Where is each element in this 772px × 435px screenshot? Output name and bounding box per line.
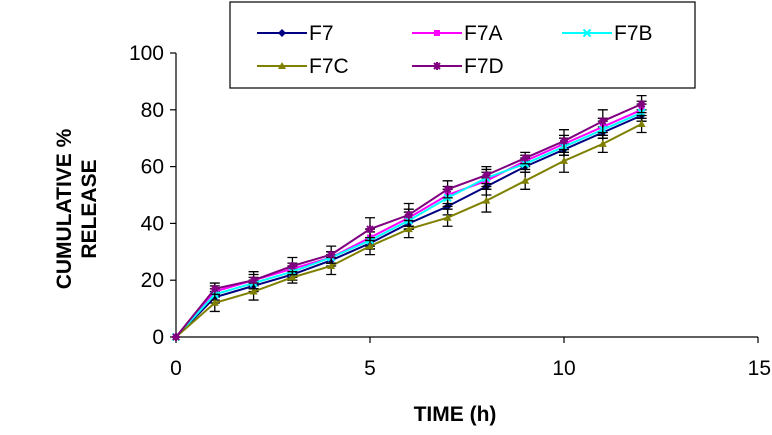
data-point [249, 287, 258, 295]
legend-box [229, 1, 696, 89]
data-point [404, 210, 413, 219]
x-tick-label: 0 [170, 357, 182, 380]
legend-marker [434, 30, 440, 36]
legend-label: F7 [309, 22, 334, 45]
legend-entry: F7 [257, 22, 334, 45]
data-point [560, 156, 568, 164]
x-axis-title: TIME (h) [414, 403, 497, 426]
data-point [172, 333, 180, 341]
data-point [521, 154, 530, 163]
legend-label: F7C [309, 55, 349, 78]
legend-marker [278, 29, 286, 37]
y-tick-label: 60 [141, 156, 164, 179]
x-tick-label: 5 [364, 357, 376, 380]
data-point [443, 213, 452, 221]
data-point [482, 171, 491, 180]
data-point [366, 225, 374, 234]
data-point [210, 298, 219, 306]
y-tick-label: 40 [141, 212, 164, 235]
legend: F7 F7A F7B F7C F7D [229, 1, 696, 89]
data-point [327, 250, 336, 259]
data-point [443, 185, 452, 194]
data-point [560, 137, 568, 146]
y-axis-title-line: RELEASE [78, 159, 101, 258]
data-point [288, 262, 297, 270]
axes: 0 20 40 60 80 100 0 5 10 15 [129, 42, 771, 380]
y-tick-label: 80 [141, 99, 164, 122]
series-f7c [172, 114, 647, 340]
y-axis-title-line: CUMULATIVE % [53, 128, 76, 289]
series-f7d [172, 94, 647, 341]
data-point [404, 225, 413, 233]
legend-marker [433, 62, 441, 70]
data-point [249, 276, 258, 285]
y-tick-label: 20 [141, 269, 164, 292]
data-point [637, 100, 646, 109]
data-point [366, 242, 374, 250]
legend-label: F7D [464, 55, 504, 78]
legend-label: F7A [464, 22, 503, 45]
legend-label: F7B [614, 22, 653, 45]
data-point [637, 120, 646, 127]
series-group [171, 94, 647, 342]
x-tick-label: 15 [748, 357, 771, 380]
data-point [521, 176, 530, 184]
data-point [482, 196, 491, 204]
data-point [210, 284, 219, 293]
data-point [598, 139, 607, 147]
y-tick-label: 100 [129, 42, 164, 65]
legend-entry: F7D [412, 55, 504, 78]
x-tick-label: 10 [552, 357, 575, 380]
data-point [327, 262, 336, 269]
legend-entry: F7B [562, 22, 653, 45]
legend-marker [278, 62, 286, 69]
legend-entry: F7A [412, 22, 503, 45]
legend-marker [582, 28, 592, 38]
data-point [598, 117, 607, 126]
y-axis-title: CUMULATIVE % RELEASE [53, 128, 101, 289]
data-point [288, 273, 297, 281]
y-tick-label: 0 [152, 326, 164, 349]
legend-entry: F7C [257, 55, 349, 78]
